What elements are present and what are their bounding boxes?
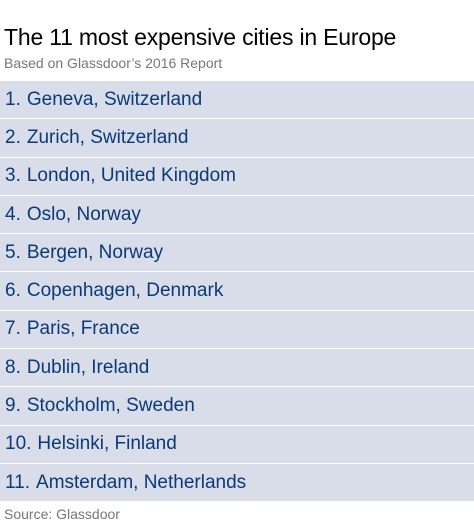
city-label: Stockholm, Sweden bbox=[26, 395, 195, 417]
city-label: Oslo, Norway bbox=[26, 203, 141, 225]
table-row: 6. Copenhagen, Denmark bbox=[0, 272, 474, 311]
city-label: Amsterdam, Netherlands bbox=[36, 471, 247, 493]
table-row: 10. Helsinki, Finland bbox=[0, 425, 474, 464]
city-ranking-list: 1. Geneva, Switzerland 2. Zurich, Switze… bbox=[0, 80, 474, 503]
rank-label: 5. bbox=[5, 241, 21, 263]
table-row: 3. London, United Kingdom bbox=[0, 157, 474, 196]
city-label: Copenhagen, Denmark bbox=[26, 280, 224, 302]
rank-label: 11. bbox=[5, 471, 31, 493]
table-row: 1. Geneva, Switzerland bbox=[0, 81, 474, 120]
table-row: 11. Amsterdam, Netherlands bbox=[0, 463, 474, 503]
rank-label: 9. bbox=[5, 395, 21, 417]
table-row: 8. Dublin, Ireland bbox=[0, 349, 474, 388]
rank-label: 4. bbox=[5, 203, 21, 225]
rank-label: 3. bbox=[5, 165, 21, 187]
rank-label: 1. bbox=[5, 88, 21, 110]
rank-label: 10. bbox=[5, 433, 32, 455]
chart-subtitle: Based on Glassdoor’s 2016 Report bbox=[4, 55, 223, 71]
city-label: London, United Kingdom bbox=[26, 165, 237, 187]
rank-label: 6. bbox=[5, 280, 21, 302]
city-label: Dublin, Ireland bbox=[26, 356, 150, 378]
table-row: 2. Zurich, Switzerland bbox=[0, 119, 474, 158]
rank-label: 2. bbox=[5, 126, 21, 148]
table-row: 7. Paris, France bbox=[0, 310, 474, 350]
city-label: Helsinki, Finland bbox=[37, 433, 177, 455]
city-label: Zurich, Switzerland bbox=[26, 126, 189, 148]
table-row: 4. Oslo, Norway bbox=[0, 195, 474, 235]
rank-label: 8. bbox=[5, 356, 21, 378]
city-label: Paris, France bbox=[26, 318, 140, 340]
city-label: Geneva, Switzerland bbox=[26, 88, 203, 110]
table-row: 5. Bergen, Norway bbox=[0, 234, 474, 273]
table-row: 9. Stockholm, Sweden bbox=[0, 387, 474, 426]
chart-title: The 11 most expensive cities in Europe bbox=[4, 24, 397, 50]
source-note: Source: Glassdoor bbox=[4, 506, 120, 522]
city-label: Bergen, Norway bbox=[26, 241, 164, 263]
rank-label: 7. bbox=[5, 318, 21, 340]
